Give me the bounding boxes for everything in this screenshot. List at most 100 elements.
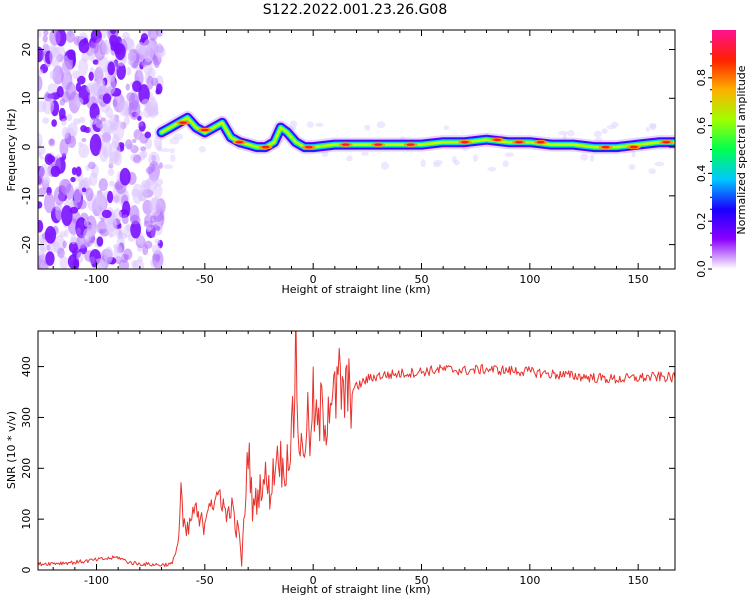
noise-blob [59,231,66,238]
spectrogram-y-tick-label: 0 [20,144,33,151]
noise-blob [108,180,115,187]
spectrogram-noise-blobs [38,30,665,269]
noise-blob [101,209,112,219]
snr-x-tick-label: -100 [84,574,109,587]
colorbar-ticks: 0.0 0.2 0.4 0.6 0.8 [695,41,712,278]
noise-blob [127,51,137,64]
spectrogram-y-tick-label: -20 [20,236,33,254]
colorbar-label: Normalized spectral amplitude [735,65,748,234]
snr-y-tick-label: 0 [20,567,33,574]
noise-blob [163,164,174,169]
noise-blob [128,99,141,120]
noise-blob [56,86,64,98]
noise-blob [169,147,175,154]
noise-blob [140,146,147,152]
noise-blob [81,137,87,143]
noise-blob [432,162,441,168]
noise-blob [107,61,116,76]
snr-x-tick-label: 0 [310,574,317,587]
noise-blob [152,253,161,261]
noise-blob [70,176,76,183]
noise-blob [85,187,94,202]
snr-x-label: Height of straight line (km) [281,583,430,596]
noise-blob [83,218,89,227]
noise-blob [142,244,149,256]
noise-blob [451,155,457,163]
noise-blob [49,70,56,80]
noise-blob [47,155,56,163]
noise-blob [589,154,595,162]
noise-blob [376,121,386,129]
spectrogram-x-tick-label: 0 [310,273,317,286]
noise-blob [80,125,87,133]
noise-blob [113,244,123,261]
noise-blob [95,193,107,215]
noise-blob [38,219,44,233]
noise-blob [50,165,61,178]
noise-blob [88,161,96,170]
noise-blob [100,217,106,222]
noise-blob [89,133,102,157]
noise-blob [153,59,160,69]
noise-blob [62,240,67,249]
noise-blob [95,114,104,128]
noise-blob [102,93,112,104]
noise-blob [59,178,72,194]
noise-blob [131,188,140,198]
colorbar-tick-label: 0.8 [695,69,708,87]
noise-blob [43,30,49,36]
noise-blob [39,253,47,260]
noise-blob [44,226,57,244]
ridge-hotspot [341,143,350,146]
noise-blob [112,194,121,204]
noise-blob [101,117,106,122]
noise-blob [645,126,650,132]
noise-blob [42,98,54,115]
noise-blob [601,128,608,134]
noise-blob [160,148,170,153]
spectrogram-y-tick-label: 20 [20,43,33,57]
noise-blob [121,214,129,225]
noise-blob [628,164,636,171]
noise-blob [558,130,569,136]
colorbar-tick-label: 0.2 [695,212,708,230]
snr-x-ticks: -100 -50 0 50 100 150 [52,331,661,587]
noise-blob [81,187,87,193]
snr-background [38,331,675,570]
spectrogram-y-tick-label: 10 [20,91,33,105]
noise-blob [146,75,154,90]
noise-blob [123,115,130,126]
noise-blob [89,256,96,265]
noise-blob [132,154,142,164]
noise-blob [106,190,114,204]
noise-blob [49,30,61,46]
noise-blob [101,139,112,158]
colorbar-tick-label: 0.6 [695,117,708,135]
figure-title: S122.2022.001.23.26.G08 [263,2,448,18]
noise-blob [76,75,86,85]
ridge-hotspot [493,138,502,142]
spectrogram-y-label: Frequency (Hz) [5,109,18,192]
noise-blob [126,38,135,52]
snr-series-line [38,331,675,568]
noise-blob [67,49,76,61]
noise-blob [57,247,65,259]
noise-blob [49,138,54,145]
colorbar: 0.0 0.2 0.4 0.6 0.8 Normalized spectral ampl… [695,30,748,278]
ridge-hotspot [601,145,610,149]
spectrogram-x-label: Height of straight line (km) [281,283,430,296]
ridge-hotspot [460,140,469,144]
noise-blob [315,122,324,127]
noise-blob [151,244,161,255]
noise-blob [115,227,124,240]
noise-blob [38,173,44,186]
noise-blob [59,138,69,157]
noise-blob [137,255,143,263]
noise-blob [38,187,47,196]
noise-blob [487,166,497,172]
noise-blob [126,223,132,232]
noise-blob [82,37,88,45]
noise-blob [346,155,353,162]
